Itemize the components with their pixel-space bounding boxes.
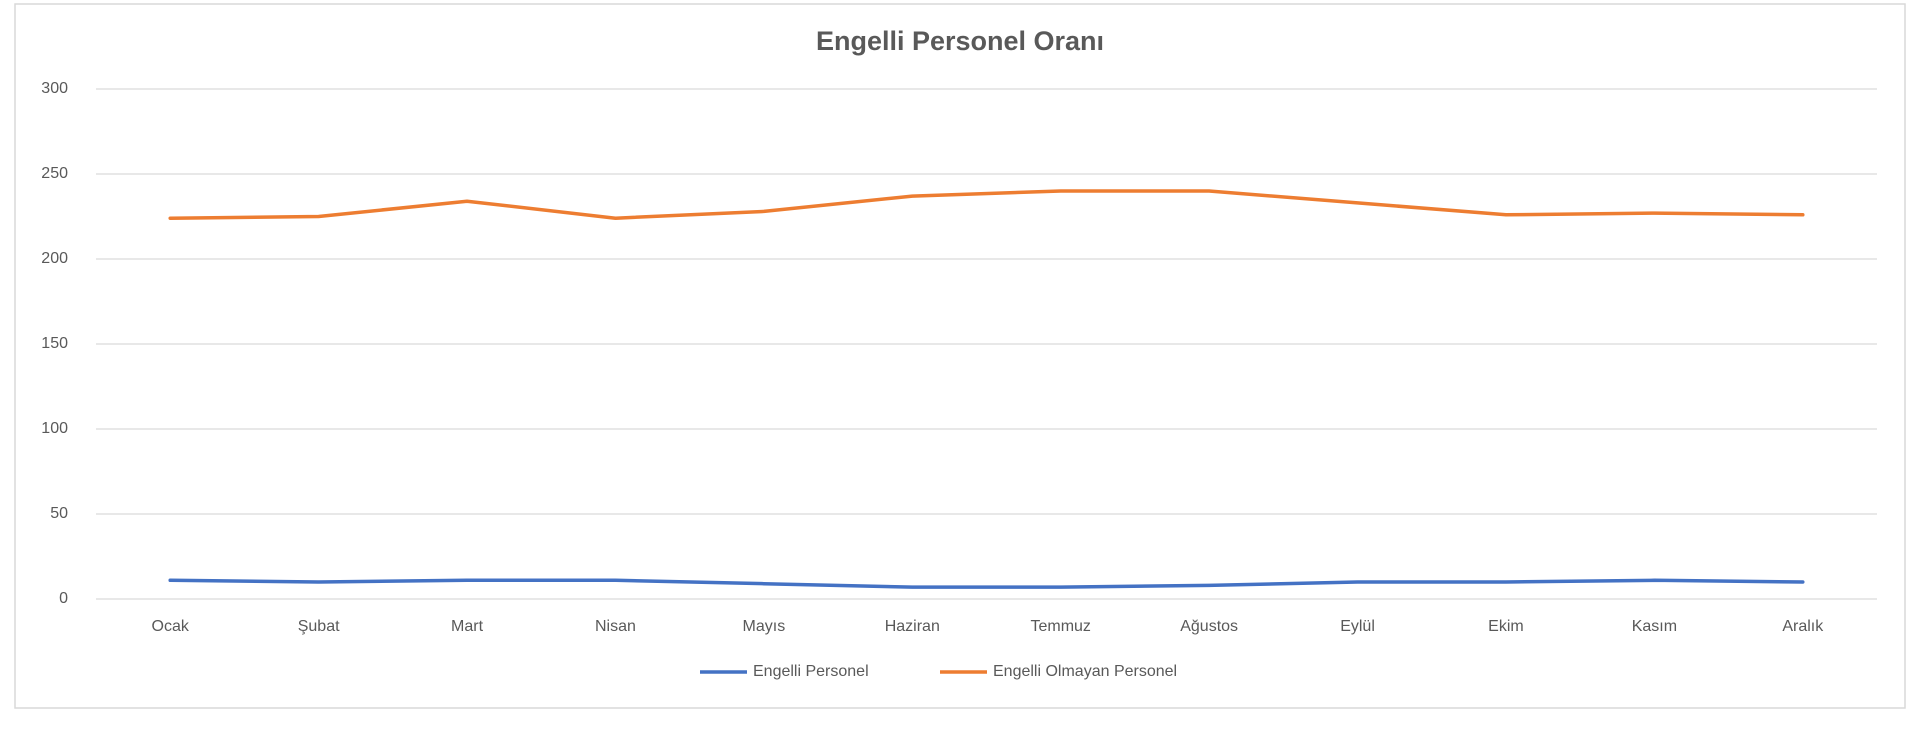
y-tick-label: 300 xyxy=(41,80,68,97)
x-tick-label: Ocak xyxy=(152,618,190,635)
y-tick-label: 250 xyxy=(41,165,68,182)
x-tick-label: Nisan xyxy=(595,618,636,635)
y-tick-label: 150 xyxy=(41,335,68,352)
legend-label: Engelli Olmayan Personel xyxy=(993,663,1177,680)
legend-label: Engelli Personel xyxy=(753,663,869,680)
y-tick-label: 100 xyxy=(41,420,68,437)
x-tick-label: Şubat xyxy=(298,618,340,635)
chart-title: Engelli Personel Oranı xyxy=(816,26,1104,56)
x-tick-label: Mayıs xyxy=(743,618,786,635)
x-tick-label: Kasım xyxy=(1632,618,1677,635)
x-tick-label: Eylül xyxy=(1340,618,1375,635)
y-tick-label: 200 xyxy=(41,250,68,267)
y-tick-label: 0 xyxy=(59,590,68,607)
y-tick-label: 50 xyxy=(50,505,68,522)
x-tick-label: Temmuz xyxy=(1030,618,1090,635)
x-tick-label: Aralık xyxy=(1782,618,1824,635)
x-tick-label: Ağustos xyxy=(1180,618,1238,635)
series-line xyxy=(168,189,1805,220)
x-tick-label: Ekim xyxy=(1488,618,1524,635)
chart-frame xyxy=(14,3,1906,709)
x-tick-label: Haziran xyxy=(885,618,940,635)
x-tick-label: Mart xyxy=(451,618,484,635)
series-line xyxy=(168,578,1805,589)
